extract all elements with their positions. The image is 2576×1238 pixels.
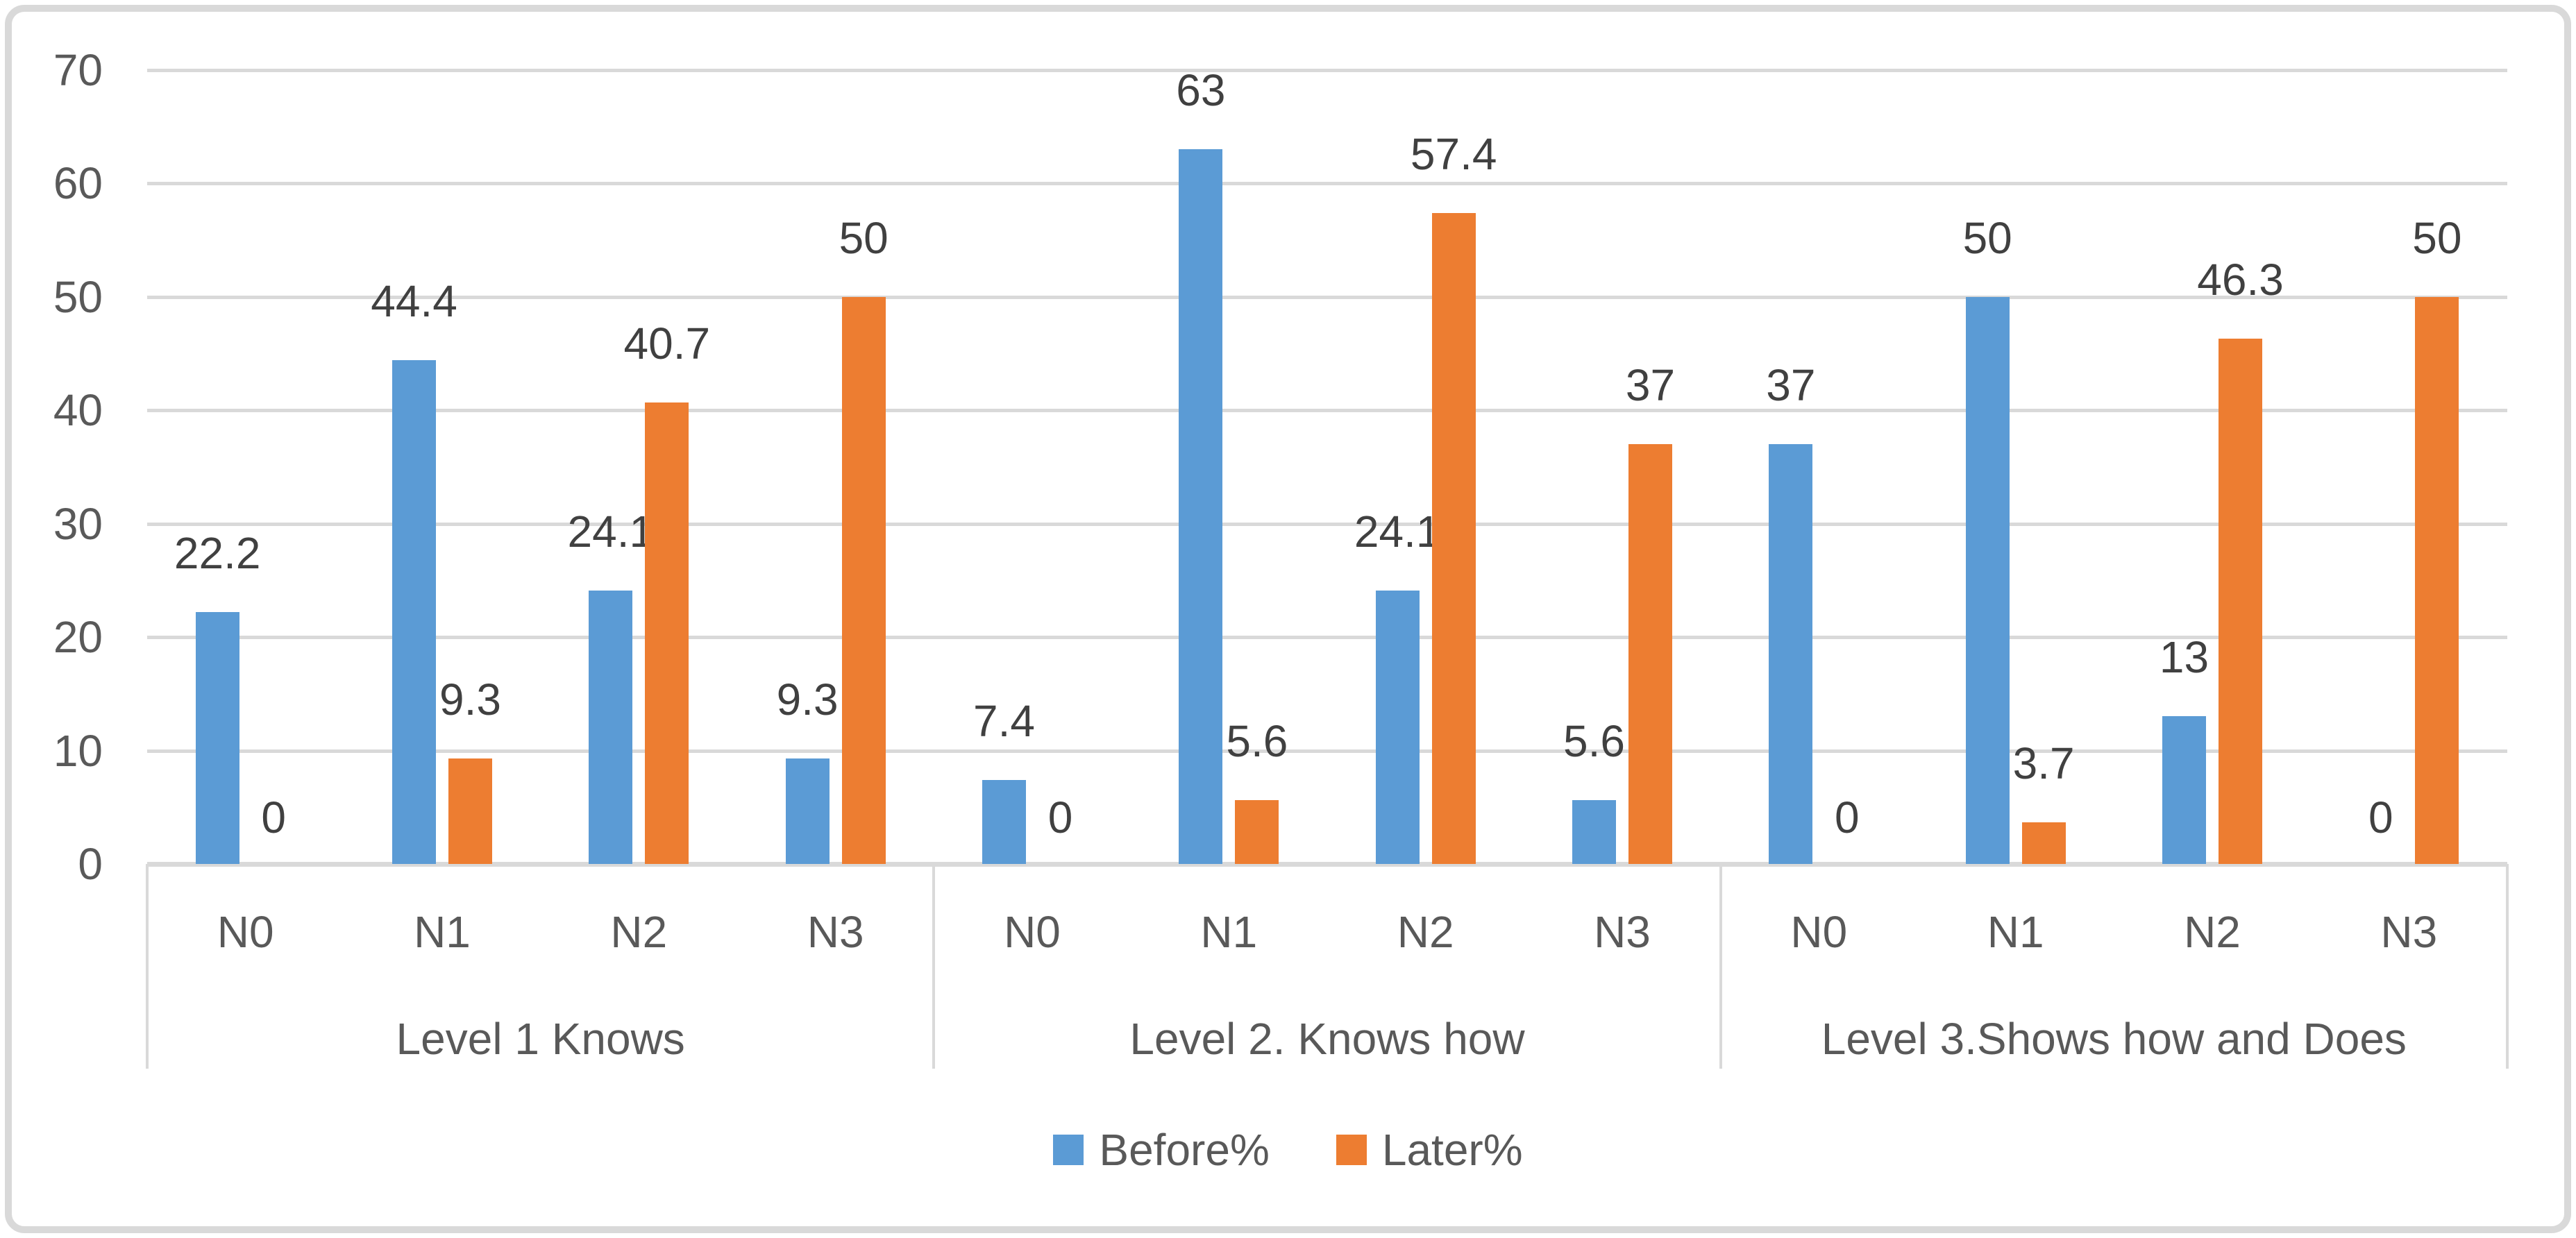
data-label-later-g3-n1: 3.7 [2012,738,2075,788]
bar-later-g3-n3 [2415,296,2459,864]
legend-item-later: Later% [1336,1127,1523,1173]
bar-before-g3-n2 [2162,716,2206,864]
category-axis-divider-3 [2506,864,2509,1069]
bar-before-g3-n0 [1769,444,1813,864]
data-label-before-g3-n0: 37 [1766,360,1816,411]
data-label-before-g1-n2: 24.1 [567,506,655,557]
data-label-before-g1-n1: 44.4 [371,276,457,327]
data-label-later-g2-n3: 37 [1625,360,1676,411]
y-axis-tick-30: 30 [53,498,103,549]
data-label-later-g2-n0: 0 [1047,792,1073,842]
data-label-later-g1-n1: 9.3 [439,674,501,724]
data-label-later-g1-n0: 0 [261,792,286,842]
category-label-g3-n1: N1 [1987,907,2044,957]
bar-later-g1-n3 [841,296,886,864]
category-axis-divider-2 [1719,864,1722,1069]
data-label-later-g1-n3: 50 [839,212,889,263]
data-label-before-g3-n3: 0 [2368,792,2393,842]
category-label-g3-n2: N2 [2184,907,2241,957]
data-label-later-g2-n2: 57.4 [1410,128,1497,179]
legend-item-before: Before% [1053,1125,1270,1175]
legend: Before% Later% [0,1127,2576,1173]
bar-later-g1-n2 [645,402,689,864]
group-label-3: Level 3.Shows how and Does [1821,1014,2407,1064]
category-label-g2-n2: N2 [1397,907,1454,957]
gridline-20 [147,636,2507,639]
legend-swatch-before [1053,1135,1084,1165]
gridline-40 [147,409,2507,412]
gridline-10 [147,749,2507,753]
category-label-g3-n3: N3 [2380,907,2438,957]
group-label-2: Level 2. Knows how [1129,1014,1525,1064]
legend-swatch-later [1336,1135,1367,1165]
bar-before-g2-n0 [982,780,1026,864]
data-label-before-g2-n1: 63 [1176,65,1226,115]
bar-later-g3-n1 [2021,822,2066,864]
bar-before-g3-n1 [1965,296,2010,864]
data-label-before-g2-n3: 5.6 [1563,716,1625,767]
gridline-0 [147,862,2507,867]
gridline-50 [147,295,2507,299]
bar-later-g3-n2 [2219,338,2262,864]
bar-before-g2-n2 [1375,590,1420,864]
data-label-before-g2-n2: 24.1 [1354,506,1441,557]
category-label-g3-n0: N0 [1790,907,1848,957]
bar-later-g2-n3 [1628,444,1672,864]
bar-later-g2-n1 [1235,800,1279,864]
y-axis-tick-50: 50 [53,271,103,322]
group-label-1: Level 1 Knows [396,1014,685,1064]
bar-before-g2-n3 [1572,800,1616,864]
data-label-later-g3-n0: 0 [1835,792,1860,842]
bar-before-g1-n0 [195,612,239,864]
gridline-60 [147,182,2507,185]
data-label-before-g1-n3: 9.3 [776,674,839,724]
data-label-later-g1-n2: 40.7 [623,318,711,368]
category-label-g2-n1: N1 [1200,907,1258,957]
category-label-g1-n3: N3 [807,907,864,957]
data-label-before-g3-n2: 13 [2159,632,2209,683]
data-label-later-g2-n1: 5.6 [1226,716,1288,767]
y-axis-tick-60: 60 [53,158,103,208]
legend-label-later: Later% [1381,1125,1523,1175]
data-label-later-g3-n2: 46.3 [2197,254,2284,305]
y-axis-tick-70: 70 [53,44,103,95]
data-label-before-g3-n1: 50 [1962,212,2012,263]
data-label-before-g2-n0: 7.4 [973,696,1035,746]
category-axis-divider-1 [932,864,936,1069]
category-axis-divider-0 [146,864,149,1069]
y-axis-tick-40: 40 [53,385,103,435]
bar-before-g1-n3 [785,758,830,864]
bar-before-g1-n1 [392,360,436,864]
bar-before-g1-n2 [589,590,633,864]
gridline-70 [147,68,2507,72]
bar-before-g2-n1 [1179,149,1223,864]
y-axis-tick-0: 0 [78,839,103,889]
y-axis-tick-10: 10 [53,725,103,776]
category-label-g2-n3: N3 [1594,907,1651,957]
data-label-later-g3-n3: 50 [2412,212,2462,263]
gridline-30 [147,522,2507,526]
category-label-g2-n0: N0 [1004,907,1061,957]
data-label-before-g1-n0: 22.2 [174,528,261,579]
legend-label-before: Before% [1099,1125,1270,1175]
category-label-g1-n2: N2 [610,907,668,957]
category-label-g1-n1: N1 [414,907,471,957]
category-label-g1-n0: N0 [217,907,274,957]
y-axis-tick-20: 20 [53,612,103,662]
bar-later-g2-n2 [1431,212,1476,864]
bar-later-g1-n1 [448,758,492,864]
